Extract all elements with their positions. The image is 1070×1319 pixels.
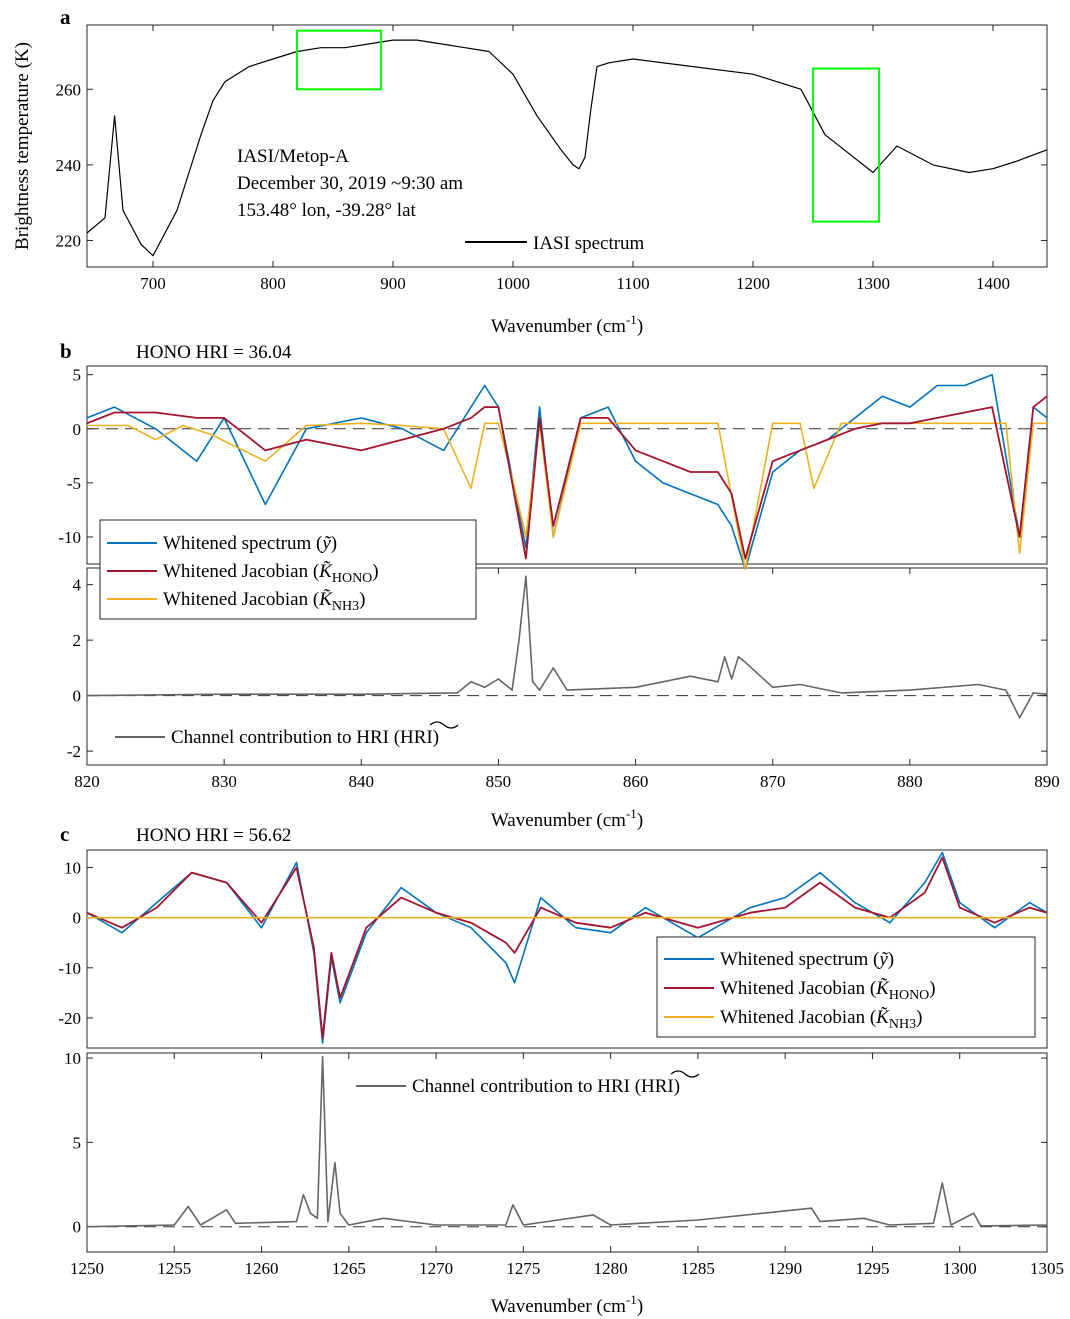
- panel-b-lower-ytick-label: 4: [73, 576, 82, 595]
- panel-c-lower-xtick-label: 1290: [768, 1259, 802, 1278]
- panel-b-legend-box: [99, 519, 477, 620]
- panel-b-legend-hono-label: Whitened Jacobian (K̃HONO): [163, 561, 379, 586]
- date-text: December 30, 2019 ~9:30 am: [237, 173, 463, 194]
- panel-c-lower-xtick-label: 1300: [943, 1259, 977, 1278]
- panel-c-legend-contrib-label: Channel contribution to HRI (HRI): [412, 1076, 680, 1097]
- panel-b-upper-ytick-label: -10: [58, 528, 81, 547]
- panel-a-ytick-label: 220: [56, 232, 82, 251]
- panel-b-legend-nh3-label: Whitened Jacobian (K̃NH3): [163, 589, 365, 614]
- panel-c-legend-box: [656, 936, 1036, 1038]
- panel-b-lower-xtick-label: 870: [760, 772, 786, 791]
- highlight-box-2: [812, 67, 880, 223]
- location-text: 153.48° lon, -39.28° lat: [237, 200, 417, 221]
- panel-c-lower-ytick-label: 10: [64, 1049, 81, 1068]
- highlight-box-1: [296, 29, 382, 91]
- panel-c-jacobian-hono-line: [86, 856, 1048, 1039]
- panel-c-legend-spectrum-label: Whitened spectrum (ỹ): [720, 949, 894, 970]
- panel-c: -20 -10 0 10 0 5 10 1250 1255 1260 1265 1270 1275 128…: [58, 822, 1064, 1317]
- panel-c-legend-contrib-tilde: [670, 1070, 700, 1078]
- panel-b-lower-xtick-label: 840: [349, 772, 375, 791]
- panel-c-lower-xtick-label: 1265: [332, 1259, 366, 1278]
- panel-b-lower-xtick-label: 860: [623, 772, 649, 791]
- panel-b-jacobian-hono-line: [86, 395, 1048, 560]
- panel-b-lower-ytick-label: 2: [73, 631, 82, 650]
- panel-c-legend-nh3-label: Whitened Jacobian (K̃NH3): [720, 1007, 922, 1032]
- panel-c-upper-ytick-label: -10: [58, 959, 81, 978]
- iasi-legend-label: IASI spectrum: [533, 233, 645, 254]
- panel-c-lower-xtick-label: 1255: [157, 1259, 191, 1278]
- panel-b-lower-frame: [86, 567, 1048, 766]
- panel-b-lower-xtick-label: 830: [211, 772, 237, 791]
- panel-c-hri-text: HONO HRI = 56.62: [136, 825, 291, 846]
- panel-a-xtick-label: 1100: [616, 274, 649, 293]
- panel-a-xtick-label: 900: [380, 274, 406, 293]
- panel-c-letter: c: [60, 822, 69, 846]
- panel-a-xtick-label: 800: [260, 274, 286, 293]
- panel-c-lower-xtick-label: 1260: [245, 1259, 279, 1278]
- panel-b: -10 -5 0 5 -2 0 2 4 820 830 840 850 860 870 880 890 b HON…: [58, 339, 1059, 831]
- panel-c-upper-ytick-label: -20: [58, 1009, 81, 1028]
- panel-c-upper-ytick-label: 0: [73, 909, 82, 928]
- panel-a: 220 240 260 700 800 900 1000 1100 1200 1300 1400 a I…: [12, 5, 1048, 337]
- panel-b-letter: b: [60, 339, 72, 363]
- panel-c-lower-frame: [86, 1052, 1048, 1253]
- panel-c-lower-xtick-label: 1305: [1030, 1259, 1064, 1278]
- panel-a-xtick-label: 1400: [976, 274, 1010, 293]
- panel-c-contribution-line: [86, 1055, 1048, 1228]
- panel-c-lower-xtick-label: 1250: [70, 1259, 104, 1278]
- panel-b-lower-ytick-label: -2: [67, 742, 81, 761]
- panel-b-legend-spectrum-label: Whitened spectrum (ỹ): [163, 533, 337, 554]
- panel-c-lower-xtick-label: 1270: [419, 1259, 453, 1278]
- panel-c-lower-ytick-label: 5: [73, 1133, 82, 1152]
- panel-a-xtick-label: 1300: [856, 274, 890, 293]
- panel-a-xtick-label: 1000: [496, 274, 530, 293]
- panel-b-upper-ytick-label: 0: [73, 420, 82, 439]
- panel-b-xlabel: Wavenumber (cm-1): [491, 806, 643, 831]
- panel-c-legend-hono-label: Whitened Jacobian (K̃HONO): [720, 978, 936, 1003]
- panel-c-upper-frame: [86, 849, 1048, 1049]
- panel-a-xtick-label: 1200: [736, 274, 770, 293]
- panel-c-lower-ytick-label: 0: [73, 1218, 82, 1237]
- panel-c-xlabel: Wavenumber (cm-1): [491, 1292, 643, 1317]
- panel-a-xtick-label: 700: [140, 274, 166, 293]
- panel-b-lower-xtick-label: 880: [897, 772, 923, 791]
- panel-c-lower-xtick-label: 1275: [506, 1259, 540, 1278]
- panel-b-lower-xtick-label: 890: [1034, 772, 1060, 791]
- panel-b-contribution-line: [86, 575, 1048, 719]
- panel-b-upper-ytick-label: 5: [73, 366, 82, 385]
- panel-c-lower-xtick-label: 1295: [855, 1259, 889, 1278]
- panel-a-xlabel: Wavenumber (cm-1): [491, 312, 643, 337]
- panel-c-lower-xtick-label: 1280: [594, 1259, 628, 1278]
- panel-b-upper-ytick-label: -5: [67, 474, 81, 493]
- panel-b-lower-xtick-label: 850: [486, 772, 512, 791]
- panel-a-ytick-label: 260: [56, 80, 82, 99]
- panel-c-upper-ytick-label: 10: [64, 859, 81, 878]
- panel-a-letter: a: [60, 5, 71, 29]
- panel-b-legend-contrib-tilde: [429, 721, 459, 729]
- panel-b-legend-contrib-label: Channel contribution to HRI (HRI): [171, 727, 439, 748]
- iasi-spectrum-line: [86, 39, 1048, 257]
- instrument-text: IASI/Metop-A: [237, 146, 349, 167]
- panel-c-lower-xtick-label: 1285: [681, 1259, 715, 1278]
- panel-b-hri-text: HONO HRI = 36.04: [136, 342, 292, 363]
- panel-b-lower-ytick-label: 0: [73, 687, 82, 706]
- panel-b-lower-xtick-label: 820: [74, 772, 100, 791]
- panel-a-ylabel: Brightness temperature (K): [12, 42, 33, 250]
- panel-a-ytick-label: 240: [56, 156, 82, 175]
- panel-b-upper-frame: [86, 365, 1048, 565]
- panel-a-frame: [86, 24, 1048, 268]
